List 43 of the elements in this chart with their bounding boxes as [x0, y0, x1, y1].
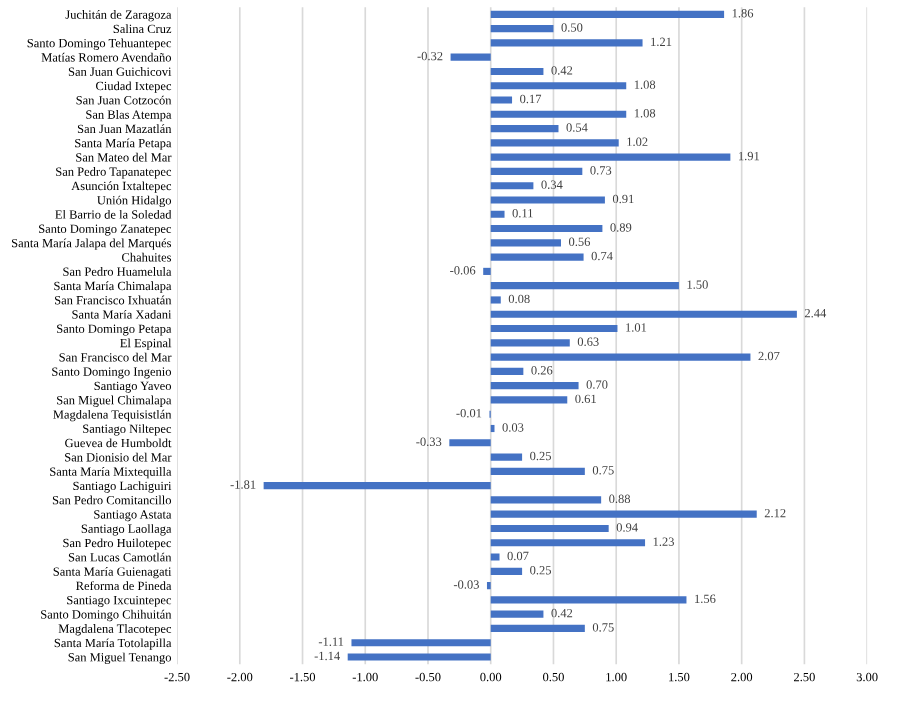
bar [490, 96, 513, 104]
bar [490, 182, 534, 190]
bar [490, 10, 725, 18]
bar [490, 567, 523, 575]
bar [490, 324, 618, 333]
bar [483, 267, 491, 275]
bar [490, 67, 544, 76]
bar [490, 210, 505, 218]
bar [490, 353, 751, 361]
bar [490, 624, 585, 633]
bar [490, 82, 627, 90]
bar [490, 110, 627, 118]
bar [490, 510, 757, 518]
bar [490, 367, 524, 375]
bar [490, 467, 585, 475]
bar [490, 125, 559, 133]
bar [449, 439, 491, 447]
bar [490, 596, 687, 604]
bar [490, 524, 609, 533]
bar [490, 167, 583, 175]
bar [490, 282, 679, 290]
bar [490, 224, 603, 233]
bar [490, 453, 523, 461]
bar [450, 53, 491, 61]
bar [490, 396, 568, 404]
bar [490, 496, 602, 504]
bar [490, 296, 501, 304]
bar [490, 39, 643, 47]
bar [490, 253, 584, 261]
bar [490, 196, 605, 204]
bar [263, 482, 491, 490]
bar [490, 382, 579, 390]
bar [490, 25, 554, 33]
bar [347, 653, 491, 661]
bar [351, 639, 491, 647]
bar [490, 153, 731, 161]
bar [490, 339, 570, 347]
bar [490, 539, 646, 547]
bar [490, 310, 797, 318]
bar [490, 553, 500, 561]
bar [490, 139, 619, 147]
bar [490, 610, 544, 618]
bar [490, 239, 561, 247]
